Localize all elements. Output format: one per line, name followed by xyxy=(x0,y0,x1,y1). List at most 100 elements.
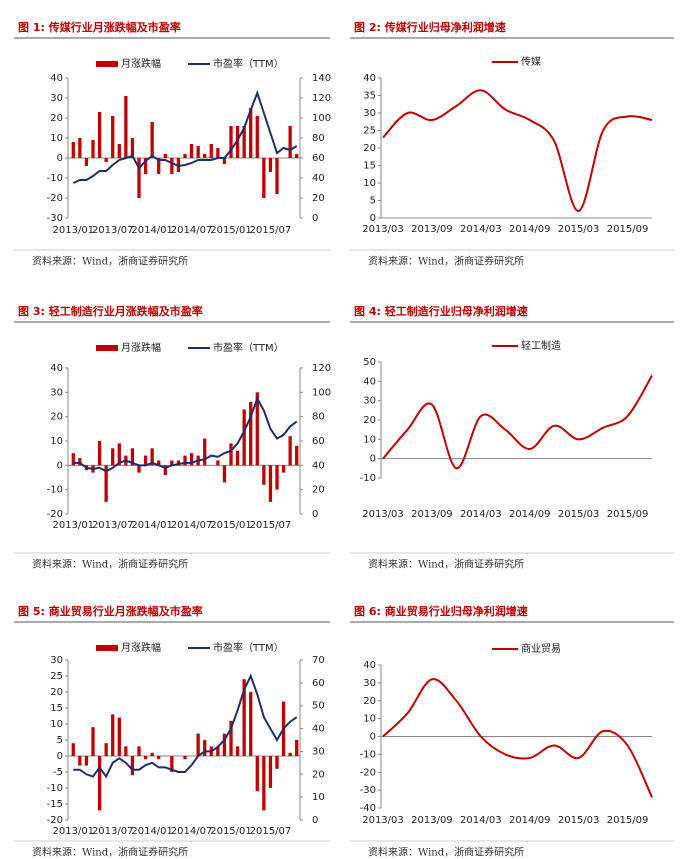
y-tick-label: -20 xyxy=(47,193,63,204)
y2-tick-label: 120 xyxy=(312,363,331,374)
y-tick-label: 0 xyxy=(57,460,63,471)
y-tick-label: 10 xyxy=(50,133,63,144)
bar xyxy=(111,448,115,466)
bar xyxy=(295,445,299,466)
x-tick-label: 2015/07 xyxy=(250,225,292,236)
y-tick-label: 5 xyxy=(370,196,376,207)
x-tick-label: 2014/07 xyxy=(171,225,213,236)
bar xyxy=(268,465,273,502)
x-tick-label: 2015/01 xyxy=(210,826,252,837)
bar xyxy=(150,122,154,158)
bar xyxy=(262,158,266,198)
y2-tick-label: 60 xyxy=(312,678,325,689)
y-tick-label: 35 xyxy=(363,91,376,102)
legend-label: 市盈率（TTM） xyxy=(213,57,284,70)
y-tick-label: 30 xyxy=(50,655,63,666)
x-tick-label: 2015/01 xyxy=(210,225,252,236)
y-tick-label: -20 xyxy=(47,509,63,520)
bar xyxy=(143,455,148,466)
y2-tick-label: 0 xyxy=(312,815,318,826)
y-tick-label: -15 xyxy=(47,799,63,810)
y-tick-label: 30 xyxy=(363,396,376,407)
bar xyxy=(183,756,187,760)
y-tick-label: 20 xyxy=(363,415,376,426)
bar xyxy=(216,148,220,158)
bar xyxy=(183,154,187,158)
x-tick-label: 2014/07 xyxy=(171,826,213,837)
x-tick-label: 2013/09 xyxy=(411,224,453,235)
y-tick-label: 10 xyxy=(363,178,376,189)
y-tick-label: 30 xyxy=(50,387,63,398)
bar xyxy=(157,460,161,466)
y-tick-label: -10 xyxy=(47,173,63,184)
data-line xyxy=(382,375,653,470)
bar xyxy=(137,465,141,473)
y-tick-label: 40 xyxy=(363,73,376,84)
x-tick-label: 2015/07 xyxy=(250,520,292,531)
source-note: 资料来源：Wind，浙商证券研究所 xyxy=(368,255,524,268)
bar xyxy=(235,126,240,158)
bar xyxy=(124,96,128,158)
bar xyxy=(130,756,135,776)
figure-title: 图 6: 商业贸易行业归母净利润增速 xyxy=(354,604,528,618)
bar xyxy=(170,460,174,466)
y-tick-label: 30 xyxy=(50,93,63,104)
bar xyxy=(183,455,187,466)
y2-tick-label: 100 xyxy=(312,113,331,124)
x-tick-label: 2013/09 xyxy=(411,509,453,520)
x-tick-label: 2013/01 xyxy=(53,225,95,236)
figure-title: 图 3: 轻工制造行业月涨跌幅及市盈率 xyxy=(18,304,203,318)
figure-title: 图 4: 轻工制造行业归母净利润增速 xyxy=(354,304,528,318)
x-tick-label: 2015/03 xyxy=(558,509,600,520)
bar xyxy=(196,733,200,756)
bar xyxy=(78,138,82,158)
y-tick-label: 5 xyxy=(57,735,63,746)
y-tick-label: 10 xyxy=(363,434,376,445)
legend-label: 传媒 xyxy=(521,56,541,68)
y-tick-label: -10 xyxy=(360,473,376,484)
y2-tick-label: 20 xyxy=(312,485,325,496)
bar xyxy=(222,465,227,483)
y-tick-label: 40 xyxy=(50,73,63,84)
y-tick-label: 20 xyxy=(50,412,63,423)
y2-tick-label: 80 xyxy=(312,412,325,423)
bar xyxy=(97,112,102,158)
legend-label: 商业贸易 xyxy=(521,642,561,655)
bar xyxy=(189,144,194,158)
x-tick-label: 2014/09 xyxy=(509,509,551,520)
data-line xyxy=(382,89,653,212)
bar xyxy=(216,746,220,756)
y-tick-label: -10 xyxy=(360,749,376,760)
legend-label: 市盈率（TTM） xyxy=(213,341,284,354)
legend-swatch xyxy=(96,61,118,67)
x-tick-label: 2014/03 xyxy=(460,224,502,235)
bar xyxy=(249,692,253,756)
bar xyxy=(104,158,108,162)
figure-title: 图 5: 商业贸易行业月涨跌幅及市盈率 xyxy=(18,604,203,618)
y2-tick-label: 0 xyxy=(312,213,318,224)
bar xyxy=(104,465,108,502)
bar xyxy=(150,752,154,756)
bar xyxy=(262,465,266,485)
source-note: 资料来源：Wind，浙商证券研究所 xyxy=(32,255,188,268)
y2-tick-label: 60 xyxy=(312,436,325,447)
y2-tick-label: 70 xyxy=(312,655,325,666)
y-tick-label: 20 xyxy=(363,696,376,707)
y-tick-label: 40 xyxy=(363,660,376,671)
data-line xyxy=(72,90,298,184)
y-tick-label: 25 xyxy=(363,126,376,137)
y-tick-label: -30 xyxy=(47,213,63,224)
y2-tick-label: 120 xyxy=(312,93,331,104)
y-tick-label: 40 xyxy=(363,376,376,387)
x-tick-label: 2013/09 xyxy=(411,815,453,826)
bar xyxy=(203,154,207,158)
x-tick-label: 2014/01 xyxy=(131,826,173,837)
source-note: 资料来源：Wind，浙商证券研究所 xyxy=(368,558,524,571)
bar xyxy=(170,756,174,772)
bar xyxy=(222,733,227,756)
bar xyxy=(150,448,154,466)
bar xyxy=(84,756,89,766)
x-tick-label: 2013/03 xyxy=(362,815,404,826)
bar xyxy=(275,158,279,194)
